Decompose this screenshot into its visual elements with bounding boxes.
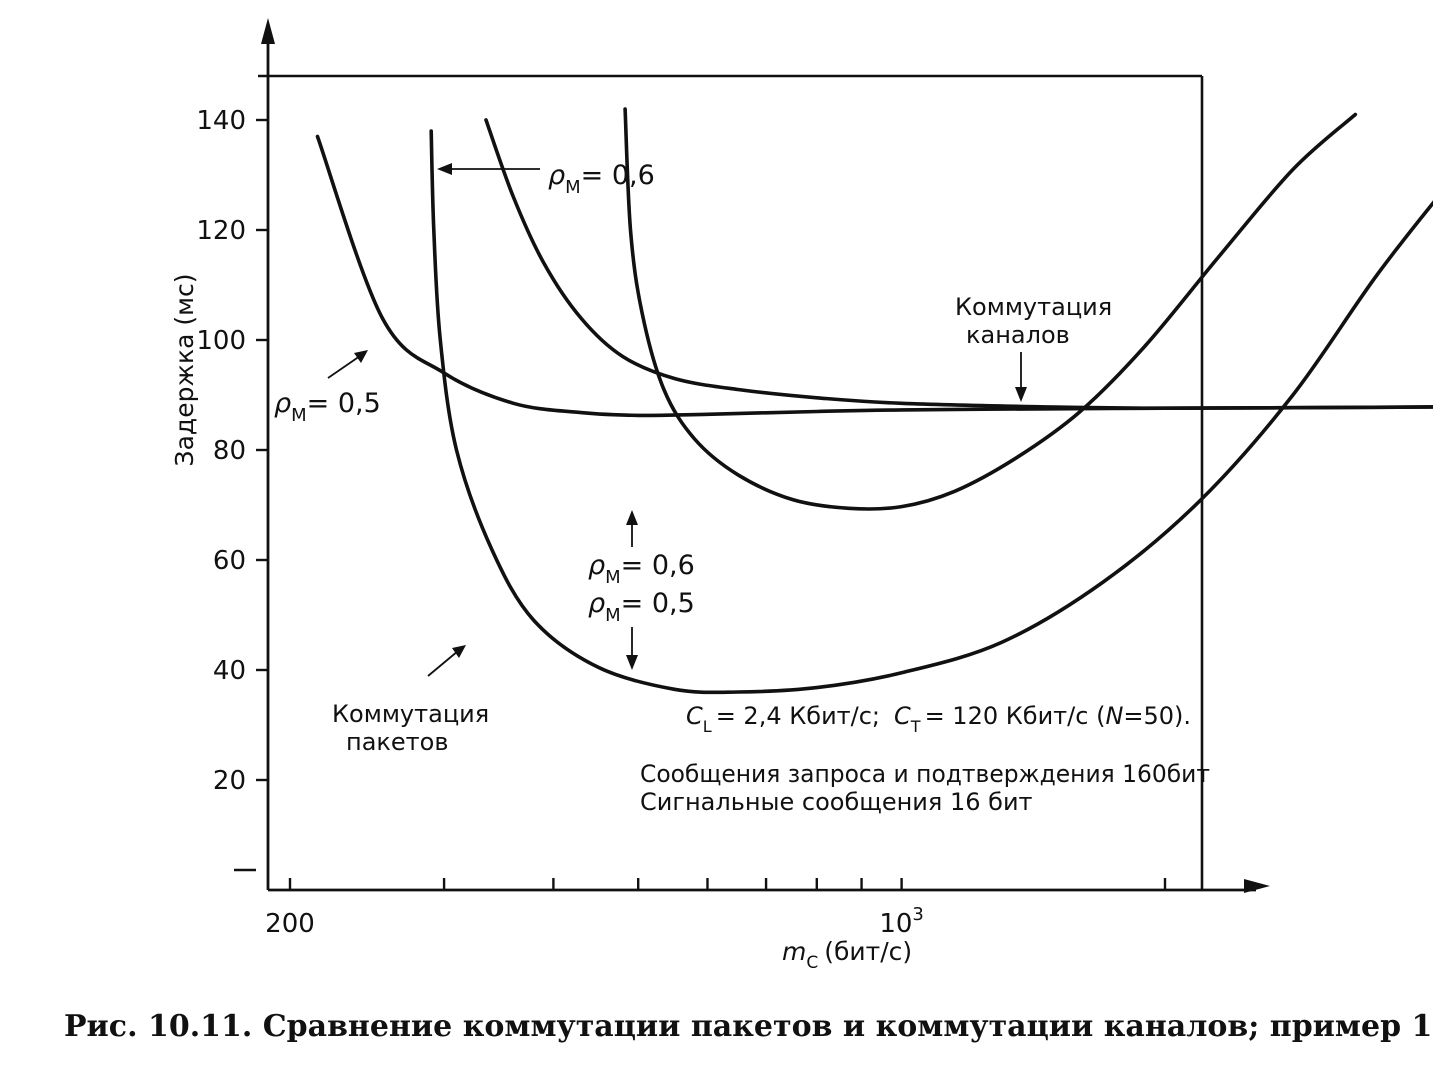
figure-caption: Рис. 10.11. Сравнение коммутации пакетов… — [64, 1009, 1432, 1044]
pointer-rho06-mid-arrow — [626, 510, 638, 547]
params-line: CL = 2,4 Кбит/с; CT = 120 Кбит/с (N=50). — [686, 702, 1191, 736]
packet-switching-label-line2: пакетов — [346, 728, 448, 756]
note-signal-messages: Сигнальные сообщения 16 бит — [640, 788, 1033, 816]
rho-label-06-top: ρM= 0,6 — [548, 160, 655, 198]
y-axis-arrow-icon — [261, 18, 275, 44]
rho-label-05-mid: ρM= 0,5 — [588, 588, 695, 626]
circuit-switching-label-line1: Коммутация — [955, 293, 1112, 321]
x-tick-label: 103 — [879, 904, 924, 939]
series-line-circuit-0.6 — [484, 118, 1433, 411]
y-tick-label: 140 — [196, 106, 246, 136]
y-tick-label: 100 — [196, 326, 246, 356]
series-line-circuit-0.5 — [315, 134, 1433, 418]
series-line-packet-0.6 — [623, 107, 1358, 511]
x-tick-label: 200 — [265, 909, 315, 939]
circuit-switching-label-line2: каналов — [966, 321, 1070, 349]
x-axis-label-symbol: m — [782, 937, 806, 966]
series-line-packet-0.5 — [429, 129, 1433, 695]
y-tick-label: 120 — [196, 216, 246, 246]
series-layer — [315, 107, 1433, 695]
pointer-circuit-arrow — [1015, 352, 1027, 402]
pointer-packet-arrow — [427, 645, 466, 677]
y-ticks: 140 120 100 80 60 40 20 — [196, 106, 268, 872]
rho-label-06-mid: ρM= 0,6 — [588, 550, 695, 588]
y-tick-label: 20 — [213, 766, 246, 796]
y-axis-label: Задержка (мс) — [170, 274, 199, 467]
packet-switching-label-line1: Коммутация — [332, 700, 489, 728]
rho-label-05-left: ρM= 0,5 — [274, 388, 381, 426]
pointer-rho05-left-arrow — [327, 350, 368, 379]
x-axis-label-unit: (бит/с) — [824, 937, 912, 966]
pointer-rho05-mid-arrow — [626, 627, 638, 670]
x-ticks: 200103104 — [265, 878, 1167, 939]
y-tick-label: 60 — [213, 546, 246, 576]
x-axis-label-sub: C — [806, 953, 818, 973]
y-tick-label: 80 — [213, 436, 246, 466]
x-axis-label: mC (бит/с) — [782, 937, 912, 973]
note-request-confirm: Сообщения запроса и подтверждения 160бит — [640, 760, 1210, 788]
x-axis-arrow-icon — [1244, 879, 1270, 893]
y-tick-label: 40 — [213, 656, 246, 686]
pointer-rho06-top-arrow — [437, 163, 540, 175]
